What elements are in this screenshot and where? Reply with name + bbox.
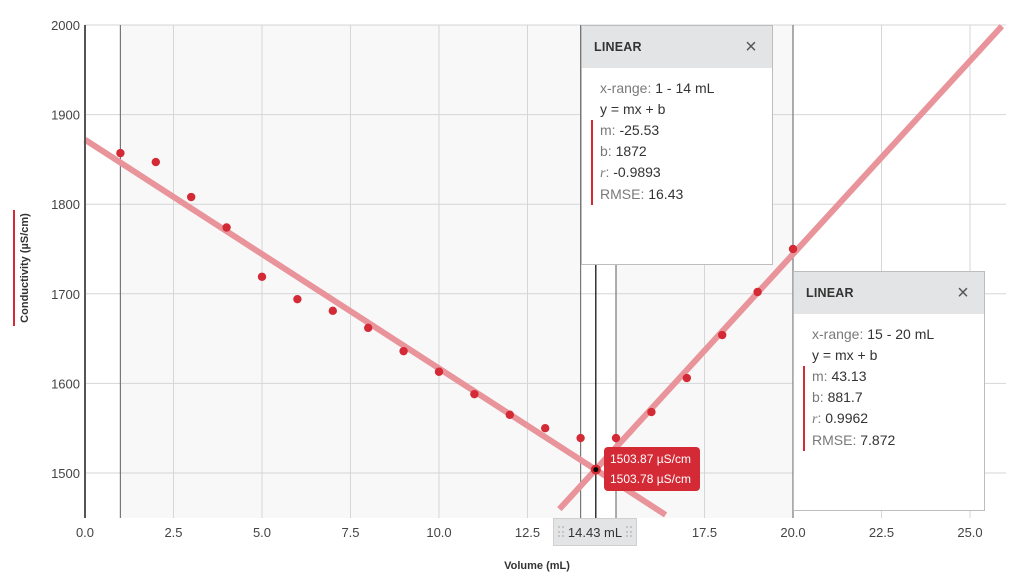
svg-text:7.5: 7.5 <box>341 525 359 540</box>
svg-text:20.0: 20.0 <box>780 525 805 540</box>
fit-stats: m: -25.53 b: 1872 r: -0.9893 RMSE: 16.43 <box>591 120 772 205</box>
panel-title: LINEAR <box>594 40 642 54</box>
data-point[interactable] <box>434 367 444 376</box>
linear-fit-panel-2[interactable]: LINEAR × x-range: 15 - 20 mL y = mx + b … <box>793 271 985 511</box>
y-axis-ticks: 1500 1600 1700 1800 1900 2000 <box>51 18 80 481</box>
svg-text:1500: 1500 <box>51 466 80 481</box>
svg-text:1800: 1800 <box>51 197 80 212</box>
svg-text:1600: 1600 <box>51 376 80 391</box>
svg-text:2.5: 2.5 <box>164 525 182 540</box>
panel-header[interactable]: LINEAR × <box>582 26 772 68</box>
data-point[interactable] <box>151 157 160 167</box>
close-icon[interactable]: × <box>957 282 969 304</box>
data-point[interactable] <box>257 272 267 281</box>
svg-text:10.0: 10.0 <box>426 525 451 540</box>
data-point[interactable] <box>753 287 762 297</box>
equation-row: y = mx + b <box>600 101 666 117</box>
data-point[interactable] <box>647 407 656 417</box>
x-range-row: x-range: 15 - 20 mL <box>812 326 935 342</box>
data-point[interactable] <box>505 410 514 419</box>
data-point[interactable] <box>611 433 621 443</box>
linear-fit-panel-1[interactable]: LINEAR × x-range: 1 - 14 mL y = mx + b m… <box>581 25 773 265</box>
tooltip-line-1: 1503.87 µS/cm <box>610 452 691 466</box>
x-axis-ticks: 0.02.55.07.510.012.515.017.520.022.525.0 <box>76 525 983 540</box>
cursor-x-value: 14.43 mL <box>567 524 623 540</box>
data-point[interactable] <box>788 244 798 254</box>
equation-row: y = mx + b <box>812 347 878 363</box>
data-point[interactable] <box>116 148 125 158</box>
svg-text:1700: 1700 <box>51 287 80 302</box>
close-icon[interactable]: × <box>745 36 757 58</box>
cursor-line[interactable] <box>590 263 601 518</box>
fit-stats: m: 43.13 b: 881.7 r: 0.9962 RMSE: 7.872 <box>803 366 984 451</box>
svg-text:22.5: 22.5 <box>869 525 894 540</box>
data-point[interactable] <box>222 223 231 232</box>
x-axis-title: Volume (mL) <box>504 560 570 572</box>
cursor-value-tooltip: 1503.87 µS/cm 1503.78 µS/cm <box>604 447 700 491</box>
data-point[interactable] <box>293 294 302 304</box>
data-point[interactable] <box>187 192 196 202</box>
svg-text:2000: 2000 <box>51 18 80 33</box>
x-range-row: x-range: 1 - 14 mL <box>600 80 715 96</box>
data-points[interactable] <box>116 148 798 443</box>
data-point[interactable] <box>541 424 550 433</box>
svg-text:25.0: 25.0 <box>957 525 982 540</box>
data-point[interactable] <box>576 433 585 443</box>
fit-lines <box>83 24 1005 518</box>
data-point[interactable] <box>718 330 727 340</box>
grip-icon <box>558 526 564 538</box>
cursor-drag-handle[interactable]: 14.43 mL <box>553 518 637 546</box>
data-point[interactable] <box>399 346 408 356</box>
svg-text:5.0: 5.0 <box>253 525 271 540</box>
svg-text:17.5: 17.5 <box>692 525 717 540</box>
y-axis-title-accent <box>13 210 15 326</box>
panel-title: LINEAR <box>806 286 854 300</box>
svg-text:0.0: 0.0 <box>76 525 94 540</box>
svg-text:12.5: 12.5 <box>515 525 540 540</box>
y-axis-title: Conductivity (µS/cm) <box>19 213 31 323</box>
data-point[interactable] <box>682 373 691 383</box>
tooltip-line-2: 1503.78 µS/cm <box>610 472 691 486</box>
data-point[interactable] <box>364 323 373 333</box>
svg-text:1900: 1900 <box>51 108 80 123</box>
data-point[interactable] <box>328 306 337 316</box>
grip-icon <box>625 526 632 538</box>
data-point[interactable] <box>470 389 479 399</box>
panel-header[interactable]: LINEAR × <box>794 272 984 314</box>
